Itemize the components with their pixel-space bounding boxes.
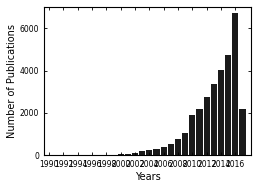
Bar (139, 152, 145, 155)
Bar (175, 139, 181, 155)
Bar (125, 154, 131, 155)
Bar (168, 143, 174, 155)
Y-axis label: Number of Publications: Number of Publications (7, 24, 17, 138)
Bar (239, 109, 246, 155)
Bar (161, 146, 167, 155)
Bar (189, 115, 195, 155)
Bar (182, 133, 188, 155)
Bar (196, 109, 203, 155)
Bar (154, 149, 159, 155)
Bar (225, 55, 231, 155)
Bar (132, 153, 138, 155)
Bar (211, 84, 217, 155)
X-axis label: Years: Years (135, 172, 160, 182)
Bar (218, 70, 224, 155)
Bar (232, 13, 238, 155)
Bar (118, 154, 124, 155)
Bar (146, 150, 152, 155)
Bar (204, 97, 210, 155)
